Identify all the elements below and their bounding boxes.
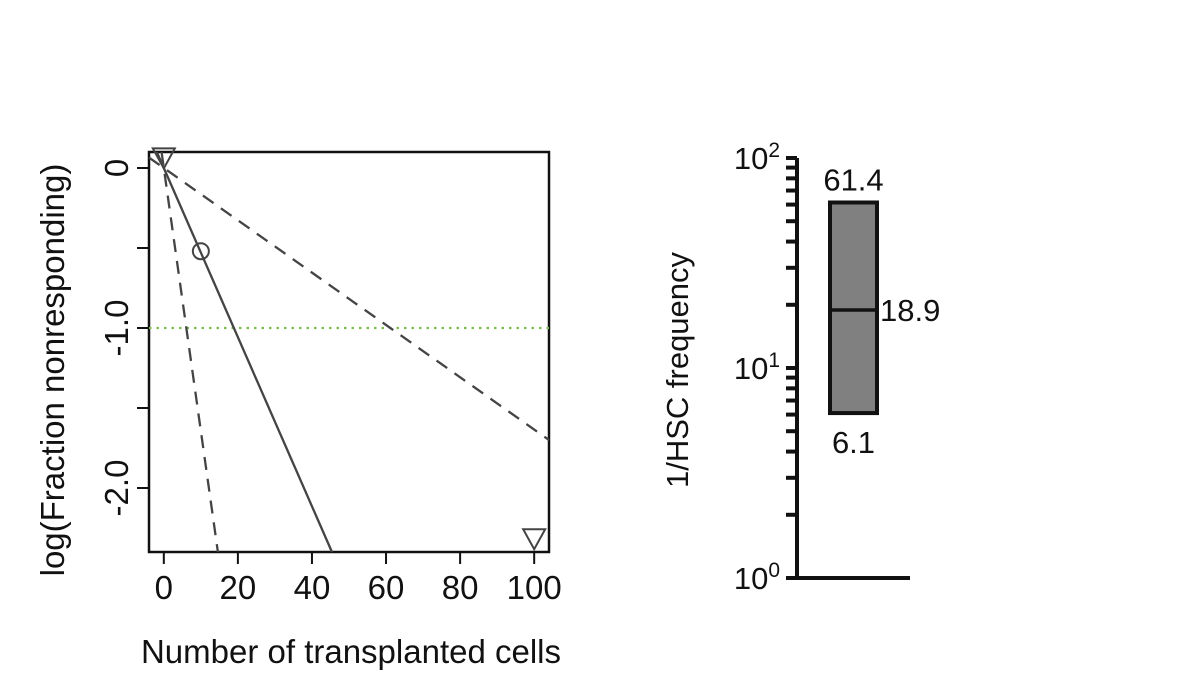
data-point-triangle-2 xyxy=(151,147,177,171)
confidence-line-1 xyxy=(160,151,220,553)
x-tick-label: 60 xyxy=(368,569,405,606)
y-tick-label: -1.0 xyxy=(98,300,135,357)
lower-bound-label: 6.1 xyxy=(832,425,875,460)
y-axis-label: log(Fraction nonresponding) xyxy=(34,164,71,577)
y-tick-label: 0 xyxy=(98,159,135,177)
confidence-bar-group: 61.4 18.9 6.1 xyxy=(823,162,940,460)
y-tick-exponent: 1 xyxy=(768,349,780,372)
y-axis: 0 -1.0 -2.0 xyxy=(98,159,149,517)
y-tick-label: 101 xyxy=(734,349,780,386)
y-axis-label: 1/HSC frequency xyxy=(660,251,695,488)
y-tick-exponent: 0 xyxy=(768,559,780,582)
data-point-circle xyxy=(191,242,210,261)
y-tick-base: 10 xyxy=(734,561,768,596)
x-tick-label: 40 xyxy=(294,569,331,606)
upper-bound-label: 61.4 xyxy=(823,162,883,197)
data-point-triangle-1 xyxy=(521,528,547,552)
limiting-dilution-plot: 0 20 40 60 80 100 0 -1.0 -2.0 Number of transpl… xyxy=(34,147,562,670)
x-tick-label: 20 xyxy=(220,569,257,606)
estimate-line xyxy=(155,151,334,553)
confidence-line-2 xyxy=(148,156,550,441)
y-tick-base: 10 xyxy=(734,351,768,386)
x-tick-label: 100 xyxy=(507,569,562,606)
x-tick-label: 0 xyxy=(155,569,173,606)
y-tick-label: 100 xyxy=(734,559,780,596)
data-points xyxy=(151,147,547,552)
y-tick-exponent: 2 xyxy=(768,139,780,162)
x-tick-label: 80 xyxy=(442,569,479,606)
confidence-bar xyxy=(828,200,879,416)
x-axis-label: Number of transplanted cells xyxy=(141,633,561,670)
plot-frame xyxy=(147,150,551,554)
y-tick-label: -2.0 xyxy=(98,460,135,517)
series-lines xyxy=(148,151,550,553)
x-axis: 0 20 40 60 80 100 xyxy=(155,552,562,606)
y-tick-base: 10 xyxy=(734,141,768,176)
y-tick-label: 102 xyxy=(734,139,780,176)
estimate-label: 18.9 xyxy=(880,293,940,328)
